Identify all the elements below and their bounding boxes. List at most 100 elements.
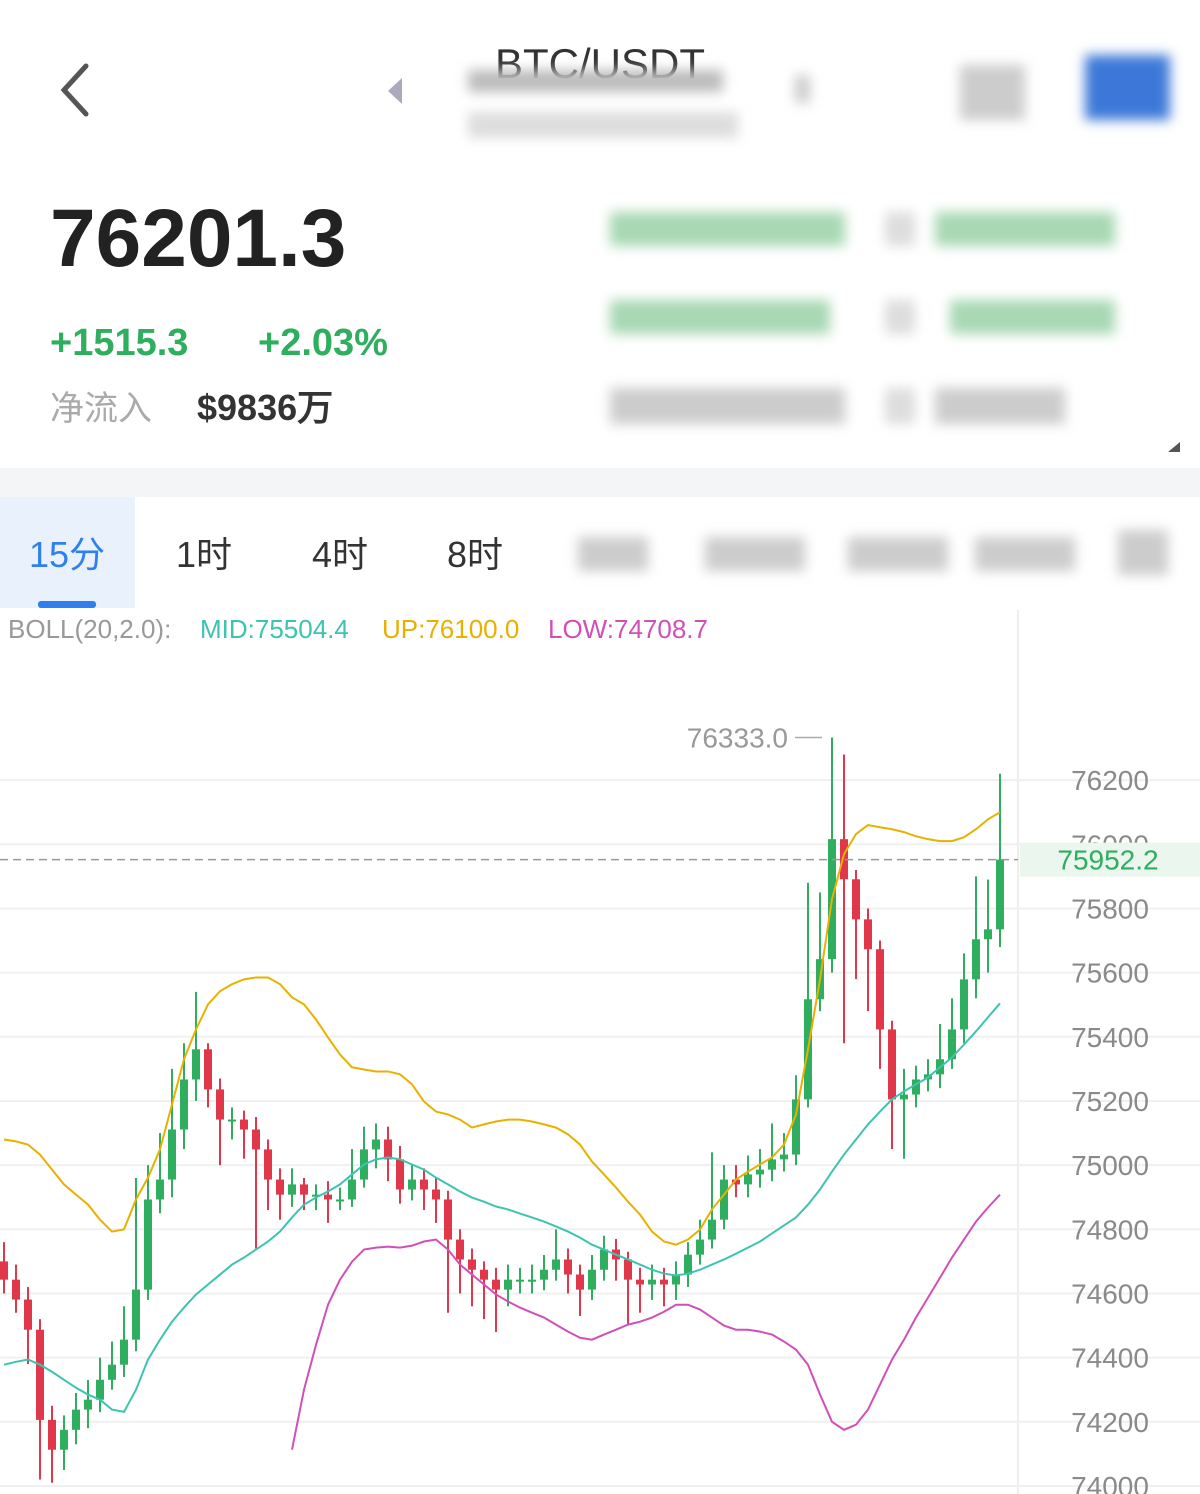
- candle-body: [552, 1259, 560, 1270]
- tab[interactable]: 8时: [447, 534, 503, 575]
- candle-body: [576, 1274, 584, 1290]
- candle-body: [660, 1279, 668, 1285]
- candle-body: [72, 1409, 80, 1430]
- candle-body: [960, 979, 968, 1030]
- candle-body: [900, 1094, 908, 1100]
- candle-body: [648, 1279, 656, 1285]
- tab[interactable]: 1时: [176, 534, 232, 575]
- candle-body: [216, 1089, 224, 1120]
- candle-body: [624, 1259, 632, 1280]
- candle-body: [300, 1184, 308, 1195]
- candle-body: [852, 879, 860, 920]
- y-tick-label: 74000: [1071, 1471, 1149, 1494]
- candle-body: [468, 1259, 476, 1270]
- legend: BOLL(20,2.0): MID:75504.4 UP:76100.0 LOW:74…: [8, 614, 708, 644]
- candle-body: [168, 1129, 176, 1180]
- candle-body: [384, 1139, 392, 1160]
- legend-label: BOLL(20,2.0):: [8, 614, 171, 644]
- candle-body: [684, 1254, 692, 1275]
- candle-body: [984, 929, 992, 940]
- blurred-header: [468, 55, 1170, 575]
- prev-arrow[interactable]: [388, 78, 402, 104]
- candle-body: [540, 1269, 548, 1280]
- candle-body: [84, 1399, 92, 1410]
- net-flow-label: 净流入: [50, 390, 152, 428]
- candle-body: [864, 919, 872, 950]
- y-tick-label: 76200: [1071, 765, 1149, 796]
- candle-body: [348, 1179, 356, 1200]
- candle-body: [456, 1239, 464, 1260]
- candle-body: [0, 1261, 8, 1280]
- candle-body: [564, 1259, 572, 1275]
- candle-body: [336, 1199, 344, 1202]
- last-price: 76201.3: [50, 193, 346, 284]
- candle-body: [780, 1154, 788, 1160]
- candle-body: [888, 1029, 896, 1100]
- expand-icon[interactable]: [1168, 442, 1180, 452]
- candle-body: [420, 1179, 428, 1190]
- candle-body: [708, 1219, 716, 1240]
- candle-body: [720, 1179, 728, 1220]
- price-change-pct: +2.03%: [258, 322, 388, 364]
- candle-body: [228, 1119, 236, 1122]
- candle-body: [288, 1184, 296, 1195]
- candle-body: [876, 949, 884, 1030]
- y-tick-label: 75400: [1071, 1022, 1149, 1053]
- candle-body: [516, 1279, 524, 1282]
- candle-body: [588, 1269, 596, 1290]
- candle-body: [744, 1174, 752, 1185]
- high-label: 76333.0: [687, 722, 788, 753]
- candle-body: [396, 1159, 404, 1190]
- candle-body: [144, 1199, 152, 1290]
- boll-line: [3, 811, 1001, 1246]
- candle-body: [48, 1419, 56, 1450]
- y-tick-label: 75600: [1071, 958, 1149, 989]
- candle-body: [312, 1194, 320, 1197]
- candle-body: [60, 1429, 68, 1450]
- candle-body: [252, 1129, 260, 1150]
- net-flow: $9836万: [197, 387, 333, 428]
- candle-body: [696, 1239, 704, 1255]
- legend-item: MID:75504.4: [200, 614, 349, 644]
- legend-item: UP:76100.0: [382, 614, 519, 644]
- boll-line: [3, 1002, 1001, 1413]
- candle-body: [432, 1189, 440, 1200]
- price-change: +1515.3: [50, 322, 188, 364]
- candle-body: [408, 1179, 416, 1190]
- candle-body: [156, 1179, 164, 1200]
- legend-item: LOW:74708.7: [548, 614, 708, 644]
- candle-body: [180, 1079, 188, 1130]
- candle-body: [492, 1279, 500, 1290]
- y-tick-label: 75800: [1071, 893, 1149, 924]
- back-button[interactable]: [60, 63, 89, 117]
- y-tick-label: 74200: [1071, 1407, 1149, 1438]
- candle-body: [756, 1169, 764, 1175]
- candle-body: [120, 1339, 128, 1365]
- tab[interactable]: 15分: [29, 534, 105, 575]
- candle-body: [840, 839, 848, 880]
- y-tick-label: 75200: [1071, 1086, 1149, 1117]
- candle-body: [972, 939, 980, 980]
- candle-body: [528, 1279, 536, 1282]
- candle-body: [264, 1149, 272, 1180]
- candle-body: [600, 1249, 608, 1270]
- candle-body: [192, 1049, 200, 1080]
- last-price-label: 75952.2: [1057, 845, 1158, 876]
- y-tick-label: 74400: [1071, 1343, 1149, 1374]
- tab-indicator: [38, 601, 96, 608]
- y-tick-label: 74600: [1071, 1278, 1149, 1309]
- candle-body: [204, 1049, 212, 1090]
- y-tick-label: 75000: [1071, 1150, 1149, 1181]
- candle-body: [132, 1289, 140, 1340]
- last-price-bg: [1020, 842, 1200, 877]
- candle-body: [480, 1269, 488, 1280]
- candle-body: [12, 1279, 20, 1300]
- candle-body: [672, 1274, 680, 1285]
- candle-body: [504, 1279, 512, 1290]
- tabs: 15分 1时 4时 8时: [29, 534, 503, 575]
- candle-body: [276, 1179, 284, 1195]
- tab[interactable]: 4时: [312, 534, 368, 575]
- plot: 74000 74200 74400 74600 74800 75000 75200 75400…: [0, 722, 1200, 1494]
- candle-body: [768, 1159, 776, 1170]
